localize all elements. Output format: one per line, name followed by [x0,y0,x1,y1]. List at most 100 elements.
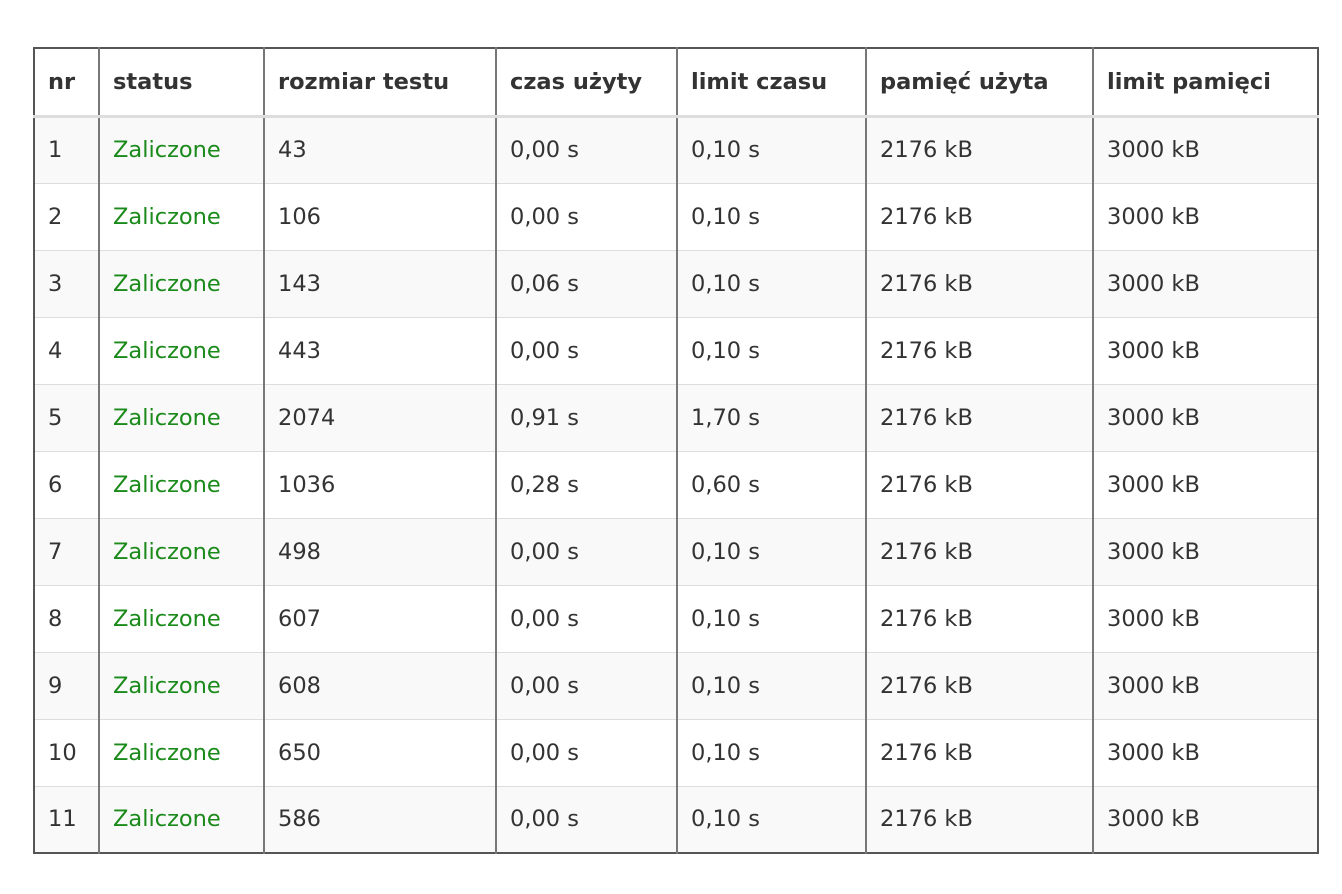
cell-time-limit: 0,10 s [676,585,866,652]
cell-test-size: 43 [263,116,496,183]
header-test-size: rozmiar testu [263,48,496,118]
results-table-container: nr status rozmiar testu czas użyty limit… [33,47,1319,854]
table-row: 2 Zaliczone 106 0,00 s 0,10 s 2176 kB 3000 kB [33,183,1319,250]
cell-nr: 10 [33,719,99,786]
table-header: nr status rozmiar testu czas użyty limit… [33,48,1319,118]
cell-memory-used: 2176 kB [865,384,1093,451]
cell-test-size: 1036 [263,451,496,518]
cell-nr: 8 [33,585,99,652]
cell-nr: 5 [33,384,99,451]
cell-time-limit: 0,10 s [676,183,866,250]
cell-time-used: 0,00 s [495,719,677,786]
cell-test-size: 608 [263,652,496,719]
table-row: 7 Zaliczone 498 0,00 s 0,10 s 2176 kB 3000 kB [33,518,1319,585]
header-time-limit: limit czasu [676,48,866,118]
cell-memory-limit: 3000 kB [1092,317,1319,384]
cell-memory-limit: 3000 kB [1092,652,1319,719]
cell-memory-used: 2176 kB [865,317,1093,384]
cell-time-limit: 0,10 s [676,652,866,719]
header-time-used: czas użyty [495,48,677,118]
table-row: 1 Zaliczone 43 0,00 s 0,10 s 2176 kB 3000 kB [33,116,1319,183]
cell-status: Zaliczone [98,317,264,384]
cell-time-used: 0,00 s [495,317,677,384]
cell-time-used: 0,00 s [495,652,677,719]
cell-test-size: 586 [263,786,496,853]
cell-status: Zaliczone [98,719,264,786]
table-row: 5 Zaliczone 2074 0,91 s 1,70 s 2176 kB 3000 kB [33,384,1319,451]
cell-memory-used: 2176 kB [865,116,1093,183]
cell-nr: 6 [33,451,99,518]
cell-status: Zaliczone [98,116,264,183]
cell-time-used: 0,06 s [495,250,677,317]
cell-status: Zaliczone [98,250,264,317]
cell-time-limit: 0,10 s [676,518,866,585]
cell-nr: 2 [33,183,99,250]
cell-time-used: 0,28 s [495,451,677,518]
cell-nr: 3 [33,250,99,317]
header-status: status [98,48,264,118]
cell-status: Zaliczone [98,585,264,652]
header-memory-limit: limit pamięci [1092,48,1319,118]
header-nr: nr [33,48,99,118]
cell-memory-used: 2176 kB [865,585,1093,652]
cell-memory-limit: 3000 kB [1092,384,1319,451]
cell-nr: 9 [33,652,99,719]
cell-time-used: 0,00 s [495,585,677,652]
cell-memory-limit: 3000 kB [1092,719,1319,786]
cell-memory-used: 2176 kB [865,719,1093,786]
cell-test-size: 607 [263,585,496,652]
cell-memory-used: 2176 kB [865,518,1093,585]
cell-memory-used: 2176 kB [865,183,1093,250]
table-row: 10 Zaliczone 650 0,00 s 0,10 s 2176 kB 3000 kB [33,719,1319,786]
cell-memory-limit: 3000 kB [1092,183,1319,250]
cell-status: Zaliczone [98,451,264,518]
cell-time-limit: 0,10 s [676,317,866,384]
cell-nr: 4 [33,317,99,384]
cell-time-used: 0,00 s [495,518,677,585]
cell-time-used: 0,00 s [495,786,677,853]
cell-status: Zaliczone [98,518,264,585]
cell-status: Zaliczone [98,786,264,853]
cell-time-limit: 1,70 s [676,384,866,451]
cell-test-size: 143 [263,250,496,317]
cell-memory-limit: 3000 kB [1092,116,1319,183]
table-row: 3 Zaliczone 143 0,06 s 0,10 s 2176 kB 3000 kB [33,250,1319,317]
cell-nr: 11 [33,786,99,853]
cell-time-used: 0,00 s [495,116,677,183]
cell-test-size: 650 [263,719,496,786]
table-row: 4 Zaliczone 443 0,00 s 0,10 s 2176 kB 3000 kB [33,317,1319,384]
cell-time-used: 0,00 s [495,183,677,250]
cell-test-size: 498 [263,518,496,585]
header-memory-used: pamięć użyta [865,48,1093,118]
cell-status: Zaliczone [98,183,264,250]
cell-memory-used: 2176 kB [865,451,1093,518]
header-row: nr status rozmiar testu czas użyty limit… [33,48,1319,118]
table-row: 9 Zaliczone 608 0,00 s 0,10 s 2176 kB 3000 kB [33,652,1319,719]
cell-memory-limit: 3000 kB [1092,518,1319,585]
cell-memory-limit: 3000 kB [1092,786,1319,853]
cell-memory-used: 2176 kB [865,652,1093,719]
cell-memory-limit: 3000 kB [1092,585,1319,652]
table-body: 1 Zaliczone 43 0,00 s 0,10 s 2176 kB 3000 kB 2 Z… [33,116,1319,853]
cell-nr: 7 [33,518,99,585]
table-row: 11 Zaliczone 586 0,00 s 0,10 s 2176 kB 3000 kB [33,786,1319,853]
test-results-table: nr status rozmiar testu czas użyty limit… [33,47,1319,854]
cell-nr: 1 [33,116,99,183]
cell-time-used: 0,91 s [495,384,677,451]
table-row: 6 Zaliczone 1036 0,28 s 0,60 s 2176 kB 3000 kB [33,451,1319,518]
cell-time-limit: 0,10 s [676,116,866,183]
table-row: 8 Zaliczone 607 0,00 s 0,10 s 2176 kB 3000 kB [33,585,1319,652]
cell-test-size: 2074 [263,384,496,451]
cell-status: Zaliczone [98,652,264,719]
cell-time-limit: 0,10 s [676,250,866,317]
cell-time-limit: 0,10 s [676,719,866,786]
cell-memory-used: 2176 kB [865,250,1093,317]
cell-memory-limit: 3000 kB [1092,451,1319,518]
cell-memory-limit: 3000 kB [1092,250,1319,317]
cell-status: Zaliczone [98,384,264,451]
cell-time-limit: 0,60 s [676,451,866,518]
cell-test-size: 443 [263,317,496,384]
cell-time-limit: 0,10 s [676,786,866,853]
cell-test-size: 106 [263,183,496,250]
cell-memory-used: 2176 kB [865,786,1093,853]
